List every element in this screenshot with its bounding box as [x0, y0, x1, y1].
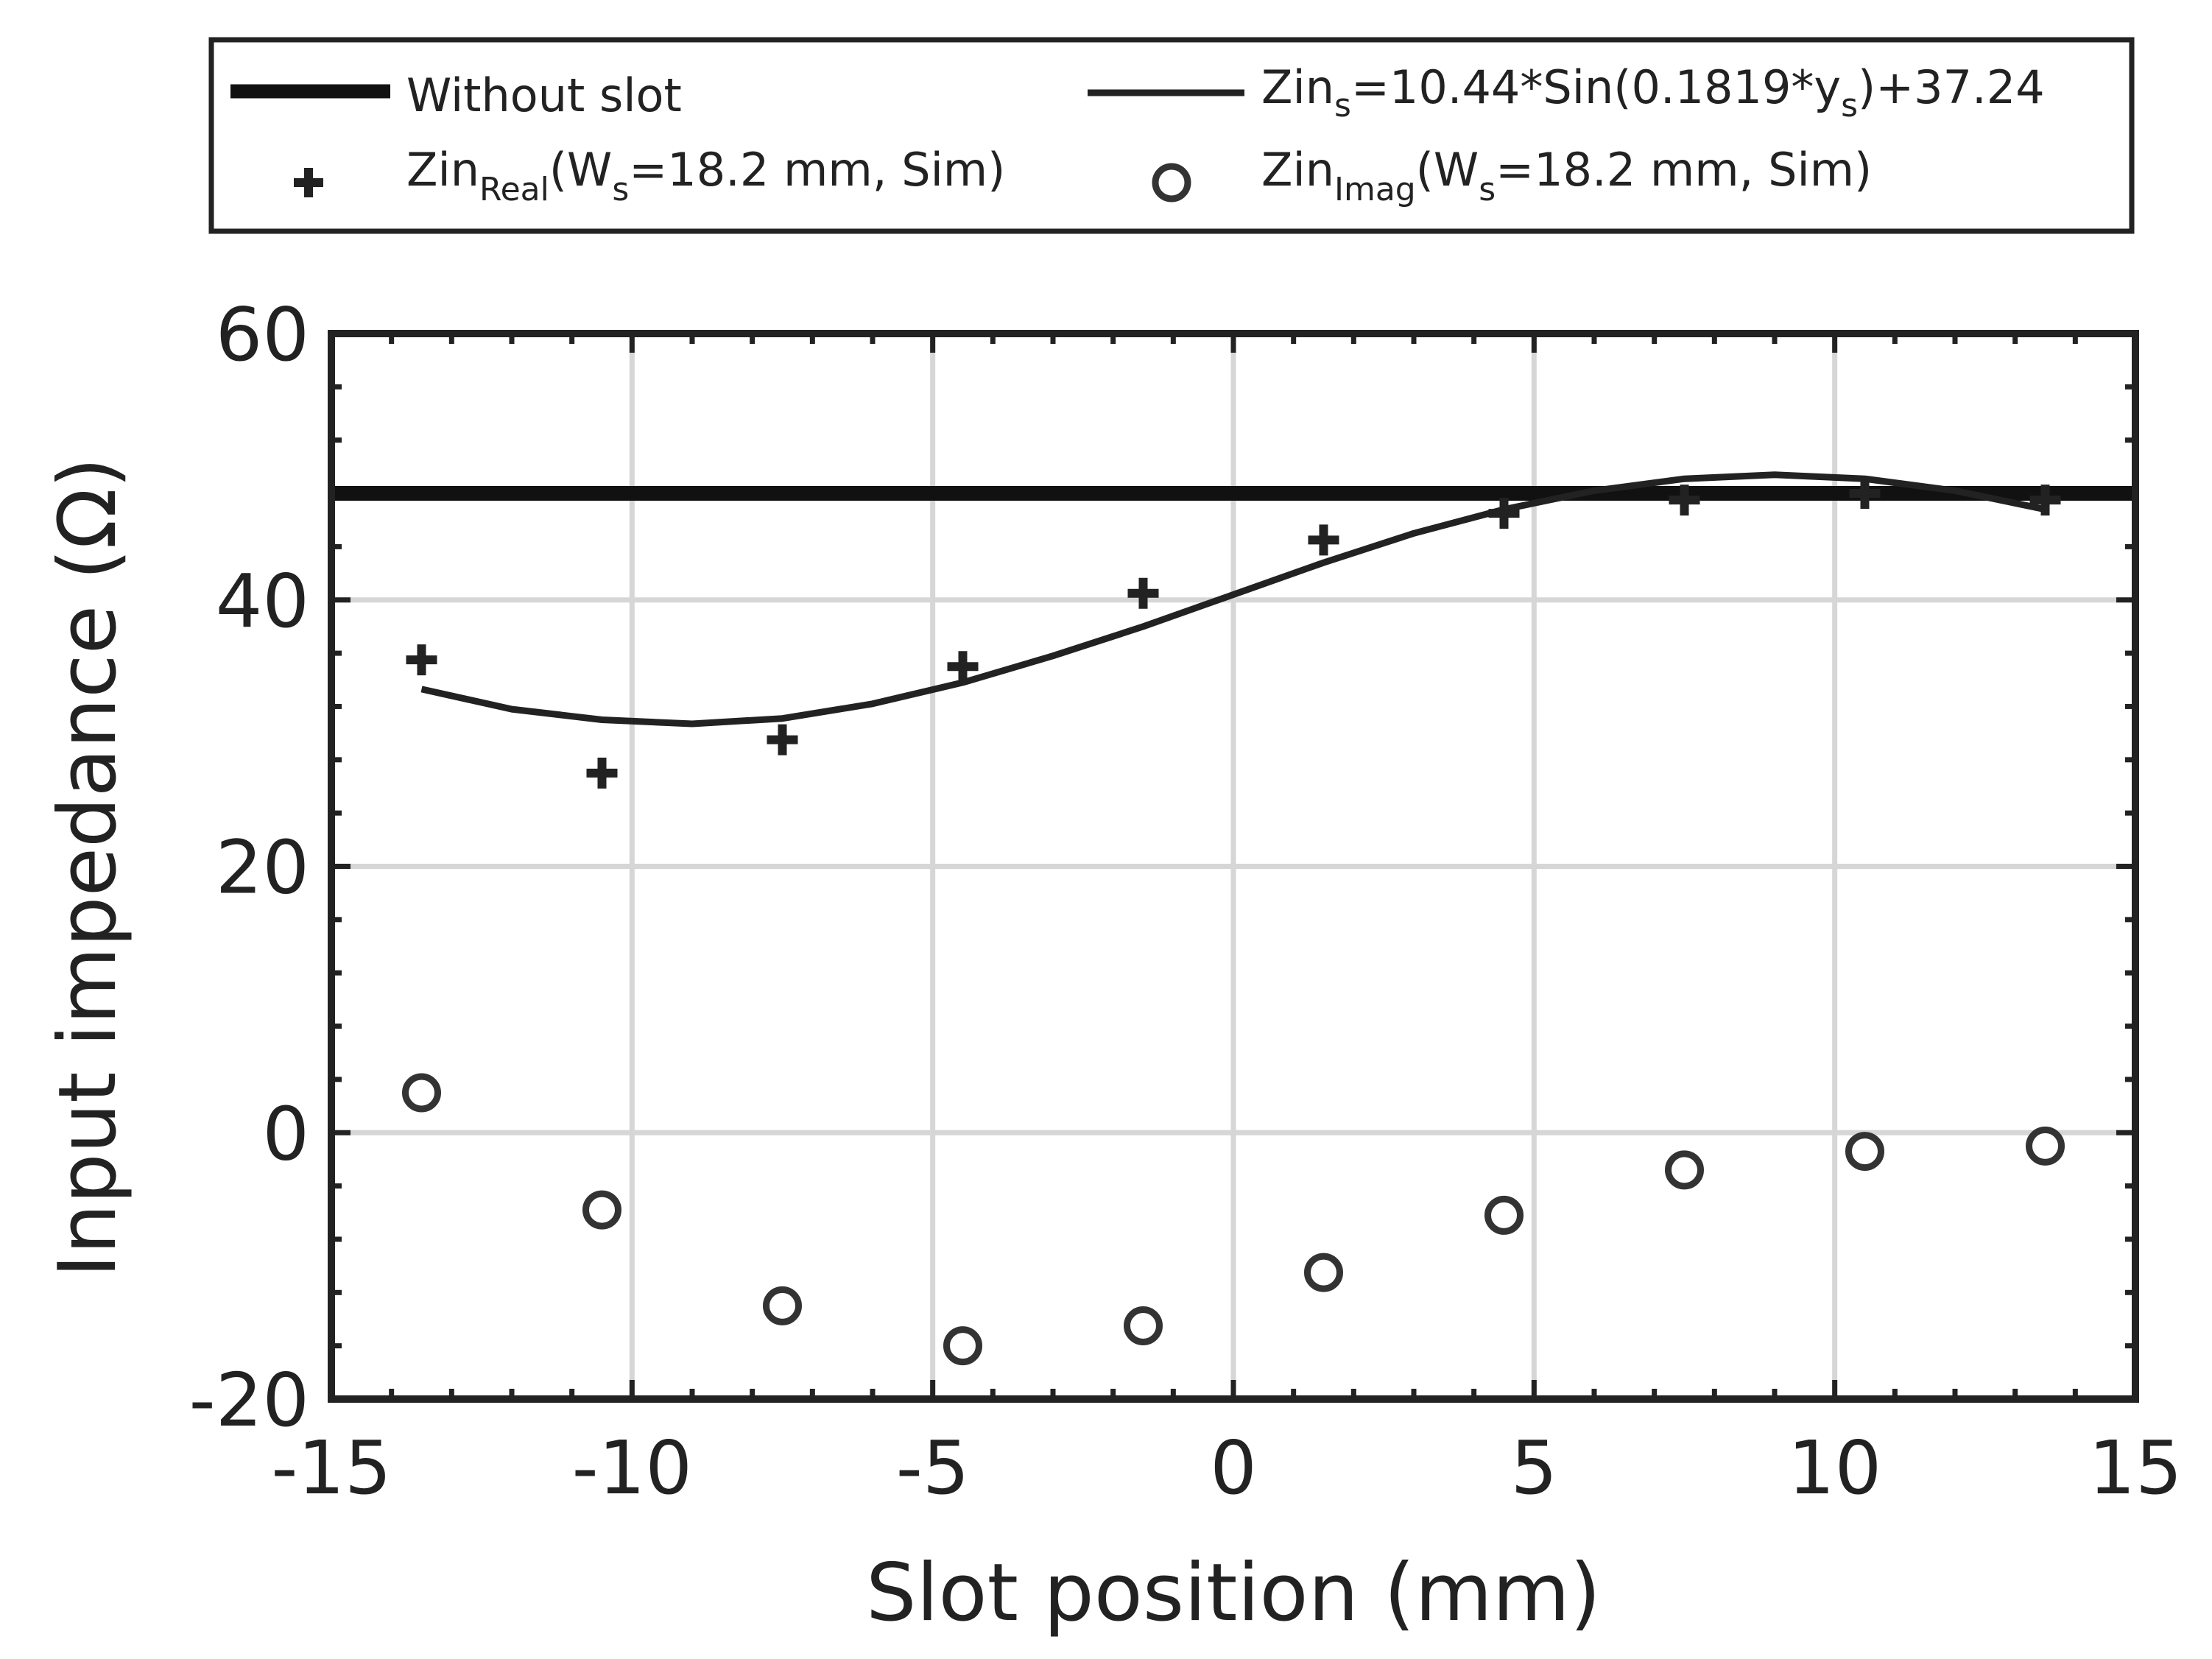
imag-point: [1845, 1132, 1884, 1172]
x-tick-label: -15: [271, 1425, 391, 1511]
series-layer: [331, 471, 2135, 1366]
x-tick-label: 15: [2088, 1425, 2182, 1511]
imag-point: [1124, 1306, 1163, 1346]
real-point: [1308, 524, 1339, 556]
fit-curve: [420, 471, 2046, 728]
legend-marker-plus: [294, 168, 323, 197]
gridlines: [331, 334, 2135, 1399]
real-point: [767, 724, 798, 755]
legend-label-fit: Zins=10.44*Sin(0.1819*ys)+37.24: [1261, 60, 2045, 124]
real-point: [2029, 485, 2061, 516]
legend-label-without-slot: Without slot: [406, 68, 682, 122]
real-point: [1669, 485, 1700, 516]
imag-point: [1304, 1253, 1343, 1292]
x-tick-label: -5: [896, 1425, 970, 1511]
x-tick-label: -10: [572, 1425, 692, 1511]
y-tick-label: 40: [216, 558, 309, 644]
imag-point: [1484, 1195, 1524, 1235]
real-point: [586, 757, 618, 789]
x-axis-label: Slot position (mm): [866, 1547, 1601, 1639]
legend-label-imag: ZinImag(Ws=18.2 mm, Sim): [1261, 143, 1872, 208]
legend: Without slot Zins=10.44*Sin(0.1819*ys)+3…: [208, 37, 2135, 234]
imag-point: [402, 1073, 441, 1113]
y-tick-label: -20: [189, 1357, 309, 1443]
x-tick-label: 0: [1210, 1425, 1257, 1511]
real-point: [947, 651, 979, 683]
real-point: [1488, 498, 1520, 529]
legend-label-real: ZinReal(Ws=18.2 mm, Sim): [406, 143, 1005, 208]
x-tick-label: 5: [1511, 1425, 1558, 1511]
real-point: [406, 644, 437, 676]
imag-point: [1665, 1150, 1704, 1190]
y-tick-label: 0: [262, 1091, 309, 1177]
legend-marker-circle: [1152, 163, 1191, 202]
imag-point: [763, 1286, 802, 1325]
real-point: [1127, 577, 1159, 609]
y-axis-label: Input impedance (Ω): [42, 457, 134, 1278]
y-tick-label: 20: [216, 825, 309, 911]
y-tick-labels: -20 0 20 40 60: [189, 292, 309, 1443]
imag-point: [582, 1190, 621, 1230]
real-point: [1849, 478, 1881, 510]
x-tick-label: 10: [1788, 1425, 1881, 1511]
imag-point: [2026, 1126, 2065, 1166]
imag-point: [943, 1326, 982, 1366]
x-tick-labels: -15 -10 -5 0 5 10 15: [271, 1425, 2182, 1511]
y-tick-label: 60: [216, 292, 309, 378]
plot-frame: [328, 330, 2139, 1403]
